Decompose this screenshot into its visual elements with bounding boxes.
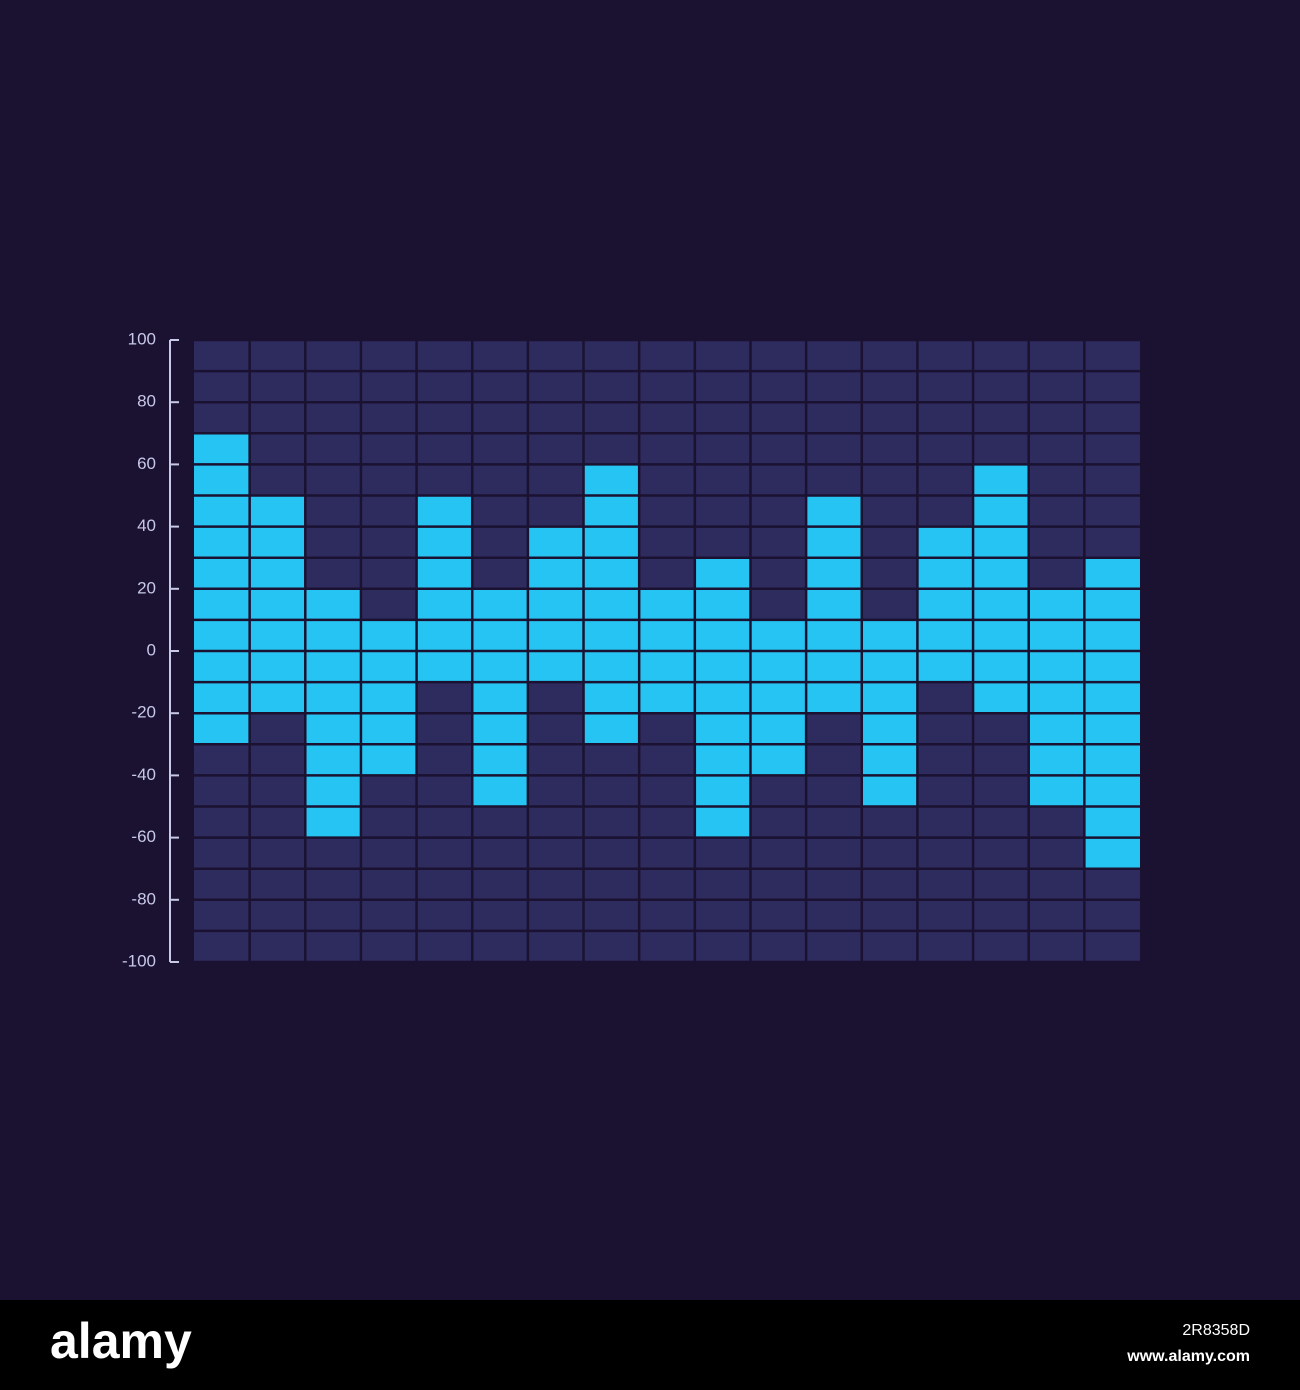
- y-tick-label: -80: [131, 889, 156, 908]
- bar: [806, 495, 862, 714]
- y-tick-label: -100: [122, 951, 156, 970]
- y-tick-label: -20: [131, 703, 156, 722]
- bar: [750, 619, 807, 776]
- y-tick-label: 80: [137, 392, 156, 411]
- y-tick-label: 0: [147, 640, 156, 659]
- bar: [472, 588, 528, 807]
- bar: [694, 557, 751, 838]
- footer-bar: [0, 1300, 1300, 1390]
- y-tick-label: 60: [137, 454, 156, 473]
- y-tick-label: -40: [131, 765, 156, 784]
- y-tick-label: -60: [131, 827, 156, 846]
- bar: [527, 526, 584, 683]
- bar: [249, 495, 306, 714]
- y-tick-label: 20: [137, 578, 156, 597]
- bar: [583, 464, 640, 745]
- bar: [360, 619, 417, 776]
- y-tick-label: 40: [137, 516, 156, 535]
- footer-logo: alamy: [50, 1313, 192, 1369]
- bar: [1028, 588, 1085, 807]
- site: www.alamy.com: [1126, 1348, 1250, 1365]
- bar: [917, 526, 974, 683]
- y-tick-label: 100: [128, 329, 156, 348]
- image-id: 2R8358D: [1182, 1322, 1250, 1339]
